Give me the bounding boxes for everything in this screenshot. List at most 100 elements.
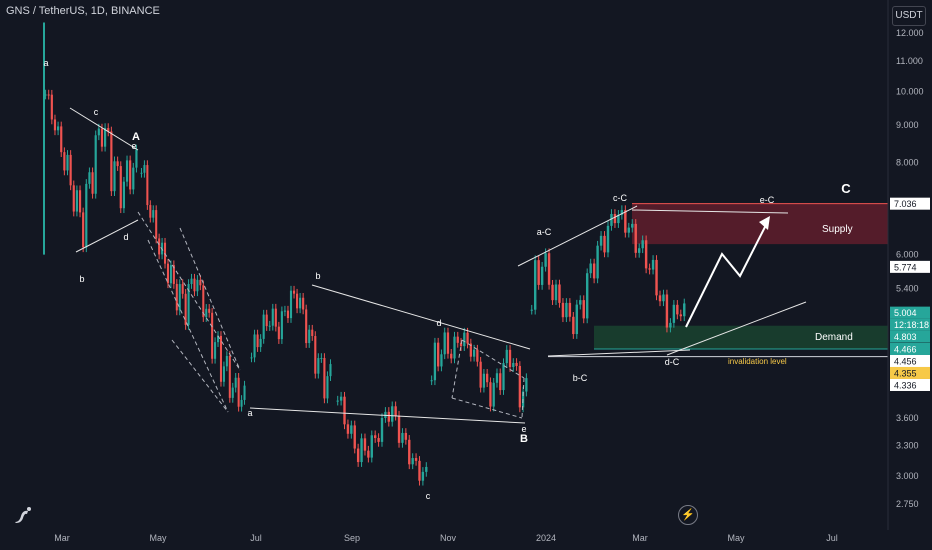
candle-body — [302, 297, 305, 310]
candle-body — [143, 165, 146, 173]
candle-body — [113, 161, 116, 192]
projection-path — [685, 220, 769, 328]
candle-body — [665, 294, 669, 328]
candle-body — [63, 152, 66, 171]
candle-body — [100, 128, 104, 147]
wave-label-b: b — [315, 271, 320, 281]
price-badge — [890, 378, 930, 391]
candle-body — [253, 334, 256, 358]
candle-body — [250, 357, 253, 359]
candle-body — [187, 284, 190, 325]
candle-body — [268, 325, 271, 327]
candle-body — [346, 424, 350, 434]
candle-body — [655, 259, 658, 296]
candle-body — [408, 439, 411, 465]
x-tick-label: Mar — [54, 533, 70, 543]
price-badge — [890, 306, 930, 319]
candle-body — [387, 411, 391, 422]
candle-body — [222, 366, 225, 382]
candle-body — [377, 438, 380, 442]
candle-body — [158, 238, 161, 255]
wave-label-b-C: b-C — [573, 373, 588, 383]
candle-body — [404, 432, 408, 440]
price-badge-label: 4.336 — [894, 380, 917, 390]
candle-body — [525, 378, 528, 392]
candle-body — [271, 308, 274, 326]
y-tick-label: 9.000 — [896, 120, 919, 130]
candle-body — [75, 190, 78, 212]
candle-body — [353, 425, 356, 449]
candle-body — [296, 293, 299, 309]
candle-body — [193, 278, 196, 292]
candle-body — [199, 279, 202, 286]
candle-body — [547, 253, 551, 285]
candle-body — [669, 322, 672, 328]
candle-body — [219, 335, 223, 382]
candle-body — [256, 334, 259, 348]
candle-body — [308, 329, 311, 344]
price-badge-label: 7.036 — [894, 199, 917, 209]
projection-arrowhead — [759, 216, 770, 230]
candle-body — [350, 425, 353, 434]
tradingview-logo-icon[interactable] — [12, 504, 34, 526]
candle-body — [373, 435, 377, 439]
candle-body — [82, 212, 85, 248]
candle-body — [443, 332, 446, 355]
candle-body — [125, 160, 129, 182]
wave-label-d-C: d-C — [665, 357, 680, 367]
currency-selector[interactable]: USDT — [892, 6, 926, 26]
x-tick-label: May — [727, 533, 745, 543]
candle-body — [47, 94, 50, 96]
candle-body — [274, 308, 277, 327]
candle-body — [311, 329, 314, 337]
channel-line — [147, 239, 229, 413]
trend-line — [547, 349, 691, 357]
candle-body — [146, 165, 149, 206]
demand-zone — [594, 325, 888, 349]
candle-body — [540, 266, 544, 285]
candle-body — [323, 357, 326, 399]
candle-body — [317, 358, 320, 374]
candle-body — [394, 406, 397, 416]
candle-body — [658, 295, 662, 302]
x-tick-label: Jul — [250, 533, 262, 543]
candle-body — [644, 240, 648, 269]
candle-body — [57, 126, 60, 131]
candle-body — [172, 265, 175, 284]
trend-line — [517, 205, 638, 267]
candle-body — [617, 214, 620, 224]
candle-body — [326, 376, 329, 399]
price-badge-label: 4.355 — [894, 368, 917, 378]
candle-body — [637, 248, 641, 253]
candle-body — [476, 349, 479, 362]
lightning-icon[interactable]: ⚡ — [678, 505, 698, 525]
candle-body — [469, 343, 472, 357]
y-tick-label: 2.750 — [896, 499, 919, 509]
trend-line — [249, 407, 526, 424]
candle-body — [50, 94, 53, 120]
wave-label-a-C: a-C — [537, 227, 552, 237]
candle-body — [44, 94, 47, 96]
wave-label-c: c — [94, 107, 99, 117]
candle-body — [66, 154, 69, 171]
x-tick-label: Mar — [632, 533, 648, 543]
candle-body — [343, 396, 346, 425]
candle-body — [572, 316, 575, 335]
candle-body — [196, 279, 199, 292]
x-tick-label: 2024 — [536, 533, 556, 543]
candle-body — [336, 400, 339, 402]
candle-body — [166, 263, 170, 284]
candle-body — [237, 377, 240, 407]
candle-body — [482, 373, 486, 388]
candle-body — [533, 260, 537, 310]
candle-body — [627, 227, 631, 233]
channel-line — [461, 339, 525, 379]
candle-body — [211, 312, 214, 359]
y-tick-label: 8.000 — [896, 158, 919, 168]
candle-body — [152, 210, 155, 218]
candle-body — [446, 332, 450, 354]
trend-line — [75, 219, 139, 253]
price-badge-label: 5.004 — [894, 308, 917, 318]
candle-body — [132, 167, 135, 190]
